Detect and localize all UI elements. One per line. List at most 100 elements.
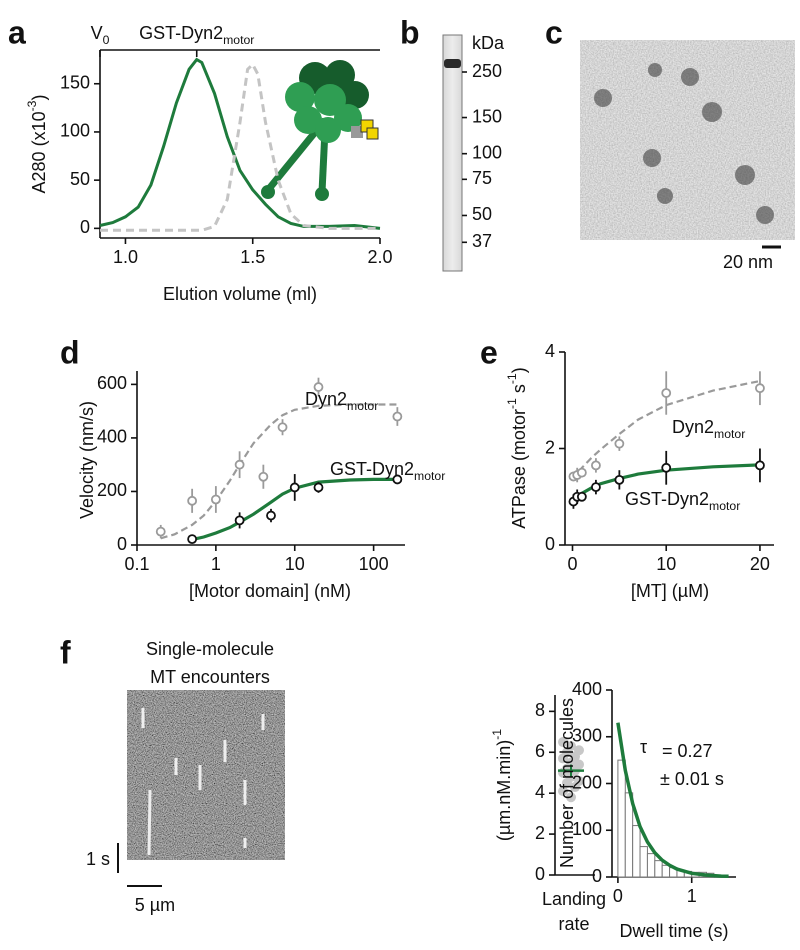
y-tick-label: 150 xyxy=(60,72,90,92)
label-part: ) xyxy=(29,95,49,101)
y-tick-label: 200 xyxy=(97,480,127,500)
x-tick-label: 1.5 xyxy=(240,247,265,267)
x-tick-label: 10 xyxy=(285,554,305,574)
y-axis-label: Velocity (nm/s) xyxy=(77,401,97,519)
fit-line xyxy=(160,403,398,540)
series-label: Dyn2motor xyxy=(672,417,745,441)
marker-label: 75 xyxy=(472,168,492,188)
dot xyxy=(558,786,568,797)
point xyxy=(313,482,324,493)
panel-letter: f xyxy=(60,634,71,670)
x-axis-label: Elution volume (ml) xyxy=(163,284,317,304)
y-axis-label: ATPase (motor-1 s-1) xyxy=(505,367,529,529)
series-label: GST-Dyn2motor xyxy=(330,459,445,483)
x-tick-label: 1 xyxy=(687,886,697,906)
y-tick-label: 600 xyxy=(97,373,127,393)
y-axis-label: A280 (x10-3) xyxy=(25,95,49,194)
x-tick-label: 0.1 xyxy=(124,554,149,574)
panel-letter: c xyxy=(545,14,563,50)
panel-letter: d xyxy=(60,334,80,370)
dot xyxy=(566,792,576,803)
marker-label: 250 xyxy=(472,61,502,81)
y-tick-label: 8 xyxy=(535,700,545,720)
time-label: 1 s xyxy=(86,849,110,869)
label-part: GST-Dyn2 xyxy=(625,489,709,509)
panel-letter: a xyxy=(8,14,26,50)
panel-letter: e xyxy=(480,334,498,370)
subscript: motor xyxy=(414,469,445,483)
x-tick-label: 20 xyxy=(750,554,770,574)
gel-band xyxy=(444,59,461,68)
scale-label: 20 nm xyxy=(723,252,773,272)
annotation: GST-Dyn2motor xyxy=(139,23,254,47)
point xyxy=(591,460,601,471)
label-part: GST-Dyn2 xyxy=(330,459,414,479)
dot xyxy=(562,777,572,788)
point xyxy=(313,382,324,392)
y-tick-label: 6 xyxy=(535,741,545,761)
label-part: V xyxy=(91,23,103,43)
y-tick-label: 50 xyxy=(70,169,90,189)
tau-value: = 0.27 xyxy=(662,741,713,761)
kymo-title: MT encounters xyxy=(150,667,270,687)
point xyxy=(661,462,672,473)
bar xyxy=(617,759,626,878)
kymo-title: Single-molecule xyxy=(146,639,274,659)
y-tick-label: 4 xyxy=(535,782,545,802)
bar xyxy=(654,860,663,878)
point xyxy=(266,510,276,521)
point xyxy=(277,422,288,433)
dot xyxy=(558,737,568,748)
series-label: GST-Dyn2motor xyxy=(625,489,740,513)
label-part: (µm.nM.min) xyxy=(494,740,514,841)
supscript: -1 xyxy=(490,729,504,740)
y-tick-label: 100 xyxy=(60,121,90,141)
subscript: motor xyxy=(709,499,740,513)
label-part: Velocity (nm/s) xyxy=(77,401,97,519)
marker-label: 37 xyxy=(472,231,492,251)
y-tick-label: 2 xyxy=(545,437,555,457)
label-part: A280 (x10 xyxy=(29,111,49,193)
point xyxy=(258,471,269,482)
x-tick-label: 0 xyxy=(567,554,577,574)
point xyxy=(755,383,765,394)
x-tick-label: 10 xyxy=(656,554,676,574)
motor-cartoon xyxy=(261,60,379,201)
x-axis-label: Dwell time (s) xyxy=(619,921,728,941)
gel-lane xyxy=(442,34,463,272)
kymograph xyxy=(127,690,285,860)
line-series xyxy=(100,62,380,232)
y-tick-label: 0 xyxy=(80,217,90,237)
y-tick-label: 400 xyxy=(572,679,602,699)
fit-line xyxy=(191,477,398,542)
point xyxy=(591,482,601,493)
y-tick-label: 0 xyxy=(592,866,602,886)
point xyxy=(187,534,198,545)
y-tick-label: 0 xyxy=(545,534,555,554)
bar xyxy=(646,853,656,878)
line-series xyxy=(99,57,381,230)
unit-label: kDa xyxy=(472,33,505,53)
point xyxy=(234,459,245,470)
bar xyxy=(632,825,641,878)
subscript: motor xyxy=(714,427,745,441)
point xyxy=(187,495,198,506)
tau-error: ± 0.01 s xyxy=(660,769,724,789)
particles xyxy=(594,63,774,224)
x-axis-label: Landing xyxy=(542,889,606,909)
label-part: Dyn2 xyxy=(672,417,714,437)
x-tick-label: 0 xyxy=(613,886,623,906)
tau-symbol: τ xyxy=(640,737,647,757)
label-part: GST-Dyn2 xyxy=(139,23,223,43)
marker-label: 150 xyxy=(472,106,502,126)
point xyxy=(210,494,221,505)
panel-letter: b xyxy=(400,14,420,50)
label-part: ATPase (motor xyxy=(509,409,529,529)
point xyxy=(755,460,765,471)
y-tick-label: 100 xyxy=(572,819,602,839)
subscript: motor xyxy=(223,33,254,47)
kymo-tracks xyxy=(141,708,265,856)
point xyxy=(289,482,300,493)
subscript: motor xyxy=(347,399,378,413)
point xyxy=(614,474,625,485)
